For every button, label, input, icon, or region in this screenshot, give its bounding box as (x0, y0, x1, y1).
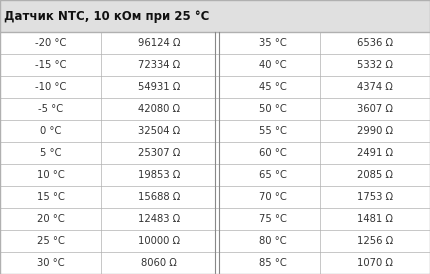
Text: 96124 Ω: 96124 Ω (138, 38, 180, 48)
Text: Датчик NTC, 10 кОм при 25 °C: Датчик NTC, 10 кОм при 25 °C (4, 10, 210, 23)
Text: 45 °C: 45 °C (259, 82, 287, 92)
Text: 15688 Ω: 15688 Ω (138, 192, 180, 202)
Text: 1070 Ω: 1070 Ω (357, 258, 393, 268)
Text: 30 °C: 30 °C (37, 258, 64, 268)
Text: 80 °C: 80 °C (259, 236, 287, 246)
Text: 42080 Ω: 42080 Ω (138, 104, 180, 114)
Text: 3607 Ω: 3607 Ω (357, 104, 393, 114)
Text: 40 °C: 40 °C (259, 60, 287, 70)
Bar (0, 164, 430, 186)
Text: 19853 Ω: 19853 Ω (138, 170, 180, 180)
Text: -10 °C: -10 °C (35, 82, 66, 92)
Text: 32504 Ω: 32504 Ω (138, 126, 180, 136)
Text: 85 °C: 85 °C (259, 258, 287, 268)
Bar (0, 32, 430, 54)
Text: 65 °C: 65 °C (259, 170, 287, 180)
Text: 0 °C: 0 °C (40, 126, 61, 136)
Text: 12483 Ω: 12483 Ω (138, 214, 180, 224)
Bar (0, 0, 430, 32)
Text: -20 °C: -20 °C (35, 38, 66, 48)
Bar (0, 98, 430, 120)
Text: 1753 Ω: 1753 Ω (357, 192, 393, 202)
Text: 5332 Ω: 5332 Ω (357, 60, 393, 70)
Text: 54931 Ω: 54931 Ω (138, 82, 180, 92)
Text: 50 °C: 50 °C (259, 104, 287, 114)
Text: 1481 Ω: 1481 Ω (357, 214, 393, 224)
Text: 60 °C: 60 °C (259, 148, 287, 158)
Text: 55 °C: 55 °C (259, 126, 287, 136)
Bar (0, 142, 430, 164)
Text: -15 °C: -15 °C (35, 60, 66, 70)
Text: 20 °C: 20 °C (37, 214, 64, 224)
Text: 35 °C: 35 °C (259, 38, 287, 48)
Text: 72334 Ω: 72334 Ω (138, 60, 180, 70)
Text: 1256 Ω: 1256 Ω (357, 236, 393, 246)
Text: 10 °C: 10 °C (37, 170, 64, 180)
Bar (0, 230, 430, 252)
Bar (0, 186, 430, 208)
Text: 2491 Ω: 2491 Ω (357, 148, 393, 158)
Text: 75 °C: 75 °C (259, 214, 287, 224)
Text: 25307 Ω: 25307 Ω (138, 148, 180, 158)
Bar (0, 76, 430, 98)
Text: 2085 Ω: 2085 Ω (357, 170, 393, 180)
Text: 8060 Ω: 8060 Ω (141, 258, 177, 268)
Text: 5 °C: 5 °C (40, 148, 61, 158)
Text: 15 °C: 15 °C (37, 192, 64, 202)
Text: 4374 Ω: 4374 Ω (357, 82, 393, 92)
Text: 2990 Ω: 2990 Ω (357, 126, 393, 136)
Bar (0, 120, 430, 142)
Text: 70 °C: 70 °C (259, 192, 287, 202)
Bar (0, 252, 430, 274)
Text: -5 °C: -5 °C (38, 104, 63, 114)
Bar (0, 208, 430, 230)
Text: 25 °C: 25 °C (37, 236, 64, 246)
Bar (0, 54, 430, 76)
Text: 10000 Ω: 10000 Ω (138, 236, 180, 246)
Text: 6536 Ω: 6536 Ω (357, 38, 393, 48)
